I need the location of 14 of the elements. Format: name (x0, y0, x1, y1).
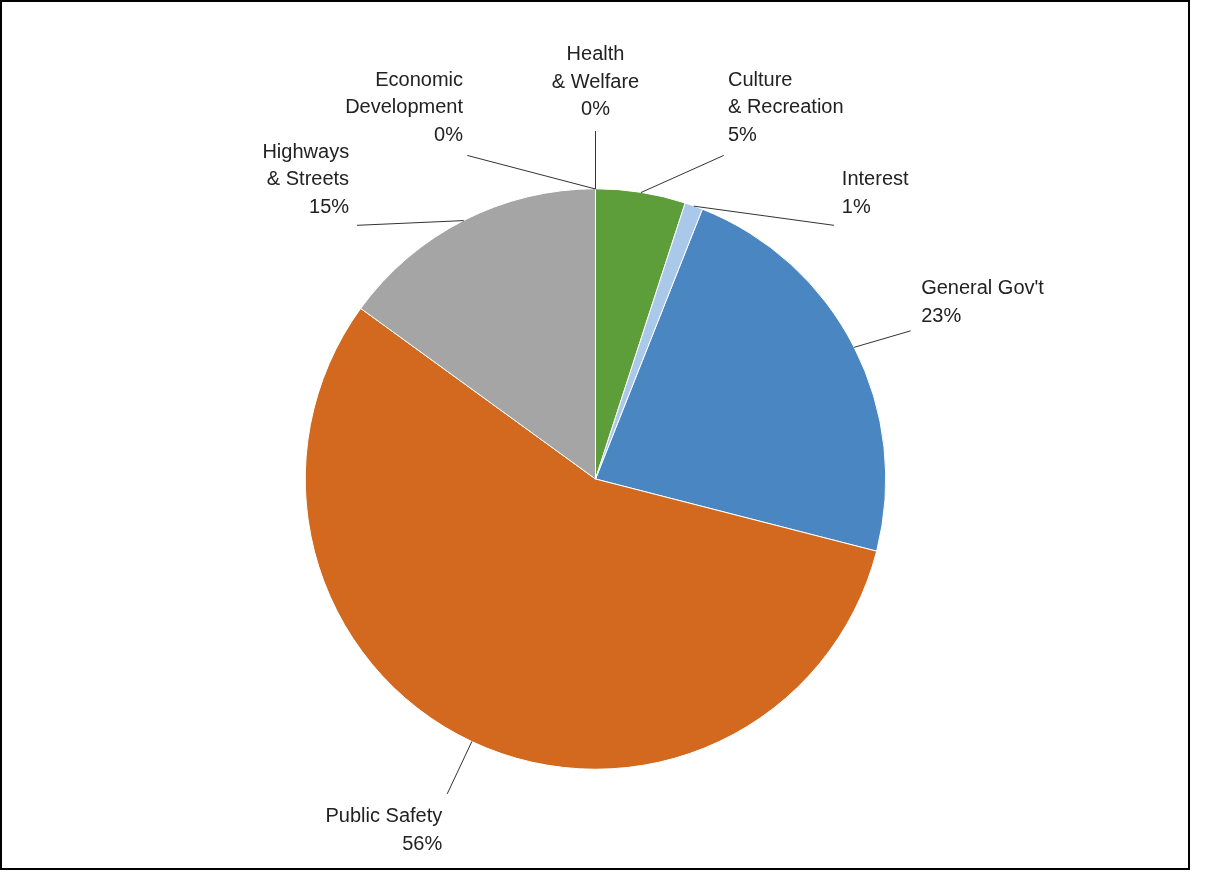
slice-label: Highways & Streets (262, 139, 350, 190)
slice-label: Public Safety (325, 804, 443, 827)
slice-label: General Gov't (921, 276, 1045, 299)
slice-label: Culture & Recreation (727, 67, 844, 118)
text: 0% (581, 97, 610, 120)
category-label: Economic Development (345, 67, 464, 118)
text: 0% (434, 122, 464, 145)
data-label: 1% (841, 194, 871, 217)
slice-label: Interest (841, 167, 910, 190)
data-label: 15% (309, 194, 350, 217)
category-label: Health & Welfare (551, 42, 640, 92)
data-label: 5% (727, 122, 758, 145)
data-label: 56% (402, 831, 443, 854)
data-label: 23% (921, 303, 962, 326)
